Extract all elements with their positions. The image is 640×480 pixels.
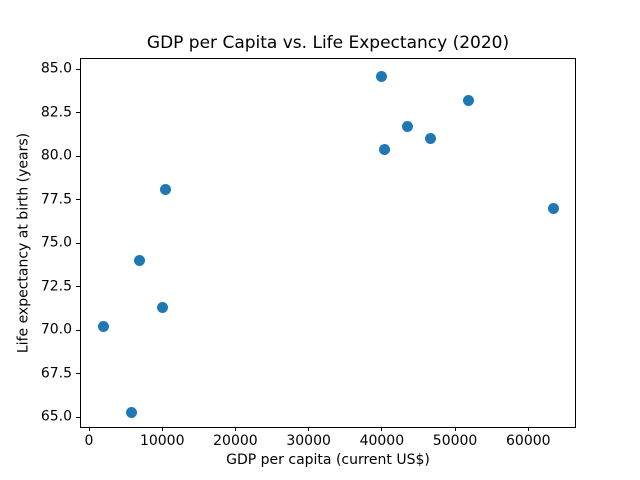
- chart-title: GDP per Capita vs. Life Expectancy (2020…: [146, 33, 510, 53]
- y-axis-label: Life expectancy at birth (years): [15, 132, 32, 354]
- y-tick-mark: [76, 68, 80, 70]
- x-tick-mark: [454, 427, 456, 432]
- y-tick-label: 67.5: [40, 365, 72, 382]
- data-point: [125, 406, 137, 418]
- x-tick-mark: [308, 427, 310, 432]
- y-tick-mark: [76, 242, 80, 244]
- y-tick-mark: [76, 199, 80, 201]
- y-tick-mark: [76, 155, 80, 157]
- y-tick-mark: [76, 416, 80, 418]
- x-tick-label: 20000: [213, 433, 258, 449]
- x-tick-label: 0: [84, 433, 94, 449]
- y-tick-mark: [76, 329, 80, 331]
- x-tick-label: 50000: [432, 433, 478, 449]
- data-point: [462, 94, 474, 106]
- x-tick-label: 40000: [359, 433, 405, 449]
- y-tick-label: 75.0: [40, 234, 72, 251]
- data-point: [134, 255, 146, 267]
- y-tick-label: 70.0: [40, 321, 72, 338]
- data-point: [159, 183, 171, 195]
- plot-area: [80, 58, 576, 428]
- x-tick-label: 60000: [506, 433, 551, 449]
- x-axis-label: GDP per capita (current US$): [226, 452, 430, 468]
- y-tick-label: 65.0: [40, 408, 72, 425]
- y-tick-mark: [76, 373, 80, 375]
- x-tick-mark: [527, 427, 529, 432]
- y-tick-label: 77.5: [40, 191, 72, 208]
- x-tick-mark: [381, 427, 383, 432]
- y-tick-label: 80.0: [40, 147, 72, 164]
- data-point: [378, 143, 390, 155]
- data-point: [157, 302, 169, 314]
- data-point: [547, 202, 559, 214]
- y-tick-label: 82.5: [40, 104, 72, 121]
- x-tick-mark: [88, 427, 90, 432]
- x-tick-label: 10000: [139, 433, 185, 449]
- data-point: [376, 70, 388, 82]
- data-point: [98, 321, 110, 333]
- y-tick-label: 85.0: [40, 60, 72, 77]
- data-point: [401, 121, 413, 133]
- data-point: [425, 133, 437, 145]
- y-tick-label: 72.5: [40, 278, 72, 295]
- y-tick-mark: [76, 286, 80, 288]
- x-tick-mark: [234, 427, 236, 432]
- x-tick-label: 30000: [286, 433, 331, 449]
- x-tick-mark: [161, 427, 163, 432]
- y-tick-mark: [76, 112, 80, 114]
